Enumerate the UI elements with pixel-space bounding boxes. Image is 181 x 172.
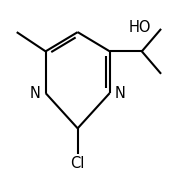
- Text: Cl: Cl: [70, 156, 85, 171]
- Text: N: N: [30, 85, 41, 101]
- Text: HO: HO: [129, 20, 151, 35]
- Text: N: N: [115, 85, 125, 101]
